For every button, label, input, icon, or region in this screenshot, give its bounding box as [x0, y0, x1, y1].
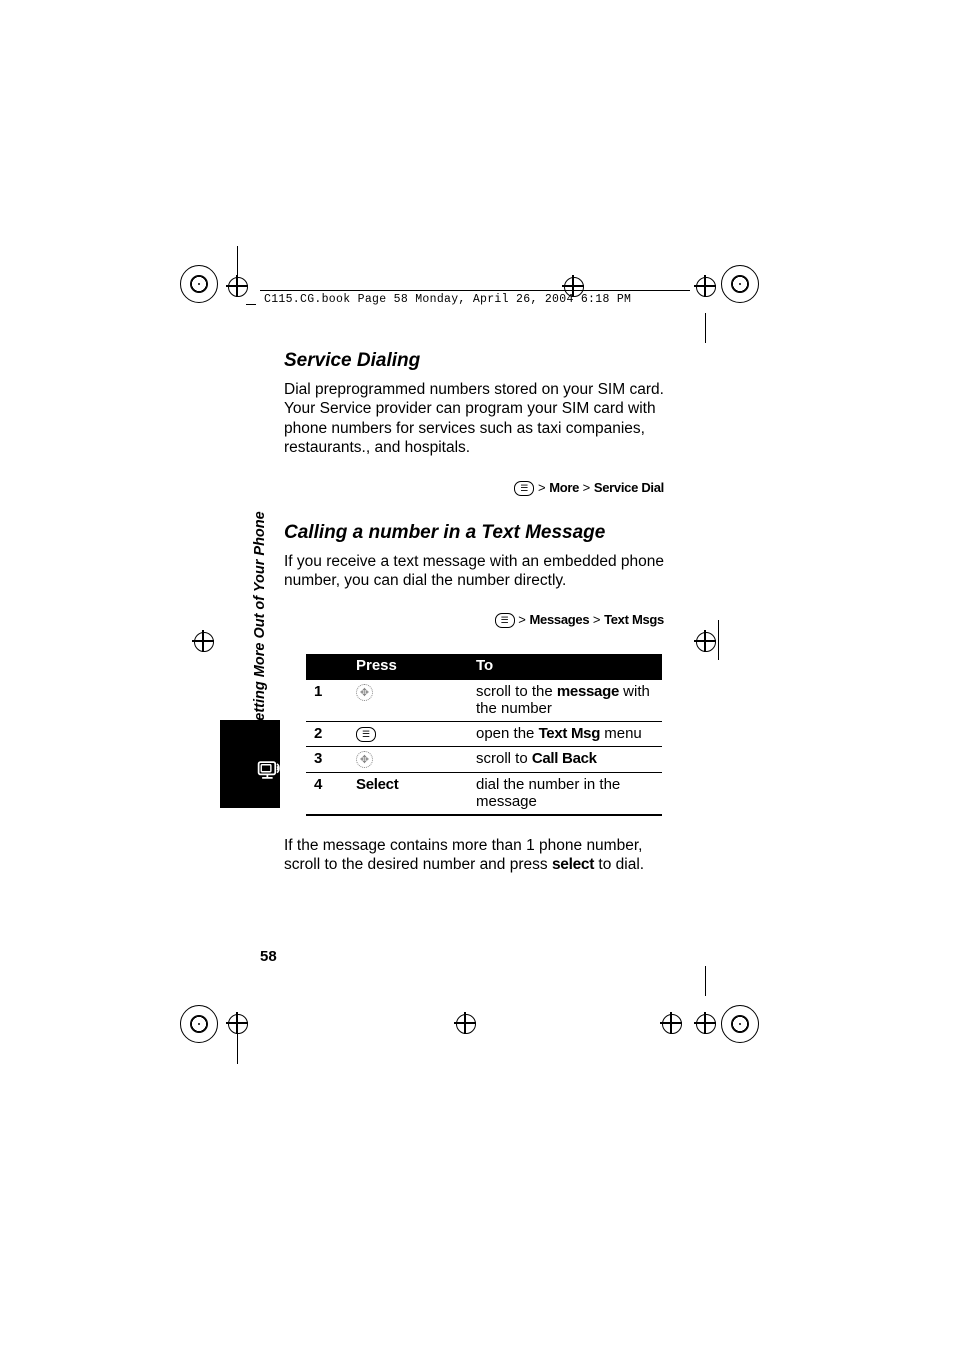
table-row: 4 Select dial the number in the message — [306, 772, 662, 815]
footer-para: If the message contains more than 1 phon… — [284, 836, 664, 875]
to-text: scroll to the — [476, 683, 557, 700]
para-service-dialing: Dial preprogrammed numbers stored on you… — [284, 380, 664, 458]
crop-line — [237, 1034, 238, 1064]
path-sep: > — [518, 612, 529, 627]
footer-para-post: to dial. — [594, 856, 644, 873]
register-mark-top-left — [180, 265, 218, 303]
nav-path-text-msgs: ☰ > Messages > Text Msgs — [284, 612, 664, 628]
nav-key-icon: ✥ — [356, 684, 373, 701]
path-item-messages: Messages — [530, 612, 590, 627]
table-cell-step-num: 3 — [306, 747, 348, 773]
path-sep: > — [579, 480, 594, 495]
para-calling-number: If you receive a text message with an em… — [284, 552, 664, 591]
register-mark-bottom-right — [721, 1005, 759, 1043]
register-crosshair-top-right — [694, 275, 716, 297]
register-mark-top-right — [721, 265, 759, 303]
crop-line — [718, 620, 719, 660]
register-crosshair-bottom-mid — [454, 1012, 476, 1034]
header-rule — [260, 290, 690, 291]
table-cell-to: open the Text Msg menu — [468, 722, 662, 747]
page: C115.CG.book Page 58 Monday, April 26, 2… — [0, 0, 954, 1351]
heading-calling-number: Calling a number in a Text Message — [284, 522, 664, 544]
table-cell-press: ✥ — [348, 679, 468, 722]
table-cell-press: Select — [348, 772, 468, 815]
path-item-service-dial: Service Dial — [594, 480, 664, 495]
press-label: Select — [356, 776, 398, 793]
menu-key-icon: ☰ — [356, 727, 376, 742]
register-crosshair-mid-right — [694, 630, 716, 652]
table-cell-press: ☰ — [348, 722, 468, 747]
spine-label: Getting More Out of Your Phone — [252, 480, 268, 732]
header-slug: C115.CG.book Page 58 Monday, April 26, 2… — [264, 293, 631, 306]
procedure-table: Press To 1 ✥ scroll to the message with th… — [306, 654, 662, 816]
to-text: scroll to — [476, 750, 532, 767]
crop-line — [246, 304, 256, 305]
nav-path-service-dial: ☰ > More > Service Dial — [284, 480, 664, 496]
table-cell-step-num: 4 — [306, 772, 348, 815]
register-mark-bottom-left — [180, 1005, 218, 1043]
register-crosshair-bottom-mid2 — [660, 1012, 682, 1034]
table-row: 1 ✥ scroll to the message with the number — [306, 679, 662, 722]
crop-line — [705, 313, 706, 343]
to-text: dial the number in the message — [476, 776, 620, 810]
phone-features-icon — [256, 756, 284, 789]
register-crosshair-bottom-right — [694, 1012, 716, 1034]
crop-line — [705, 966, 706, 996]
table-row: 3 ✥ scroll to Call Back — [306, 747, 662, 773]
path-item-text-msgs: Text Msgs — [604, 612, 664, 627]
path-sep: > — [538, 480, 549, 495]
register-crosshair-bottom-left — [226, 1012, 248, 1034]
path-item-more: More — [549, 480, 579, 495]
to-bold: Call Back — [532, 750, 597, 767]
table-head-blank — [306, 654, 348, 679]
table-cell-to: dial the number in the message — [468, 772, 662, 815]
to-bold: message — [557, 683, 619, 700]
table-cell-to: scroll to the message with the number — [468, 679, 662, 722]
table-cell-to: scroll to Call Back — [468, 747, 662, 773]
to-text: menu — [600, 725, 642, 742]
menu-key-icon: ☰ — [495, 613, 515, 628]
register-crosshair-mid-left — [192, 630, 214, 652]
table-cell-step-num: 2 — [306, 722, 348, 747]
footer-para-bold: select — [552, 856, 594, 873]
content-column: Service Dialing Dial preprogrammed numbe… — [284, 350, 664, 881]
register-crosshair-top-left — [226, 275, 248, 297]
path-sep: > — [589, 612, 604, 627]
table-cell-step-num: 1 — [306, 679, 348, 722]
table-row: 2 ☰ open the Text Msg menu — [306, 722, 662, 747]
heading-service-dialing: Service Dialing — [284, 350, 664, 372]
menu-key-icon: ☰ — [514, 481, 534, 496]
table-head-to: To — [468, 654, 662, 679]
nav-key-icon: ✥ — [356, 751, 373, 768]
crop-line — [237, 246, 238, 276]
page-number: 58 — [260, 948, 277, 965]
to-text: open the — [476, 725, 539, 742]
to-bold: Text Msg — [539, 725, 601, 742]
table-head-press: Press — [348, 654, 468, 679]
table-cell-press: ✥ — [348, 747, 468, 773]
